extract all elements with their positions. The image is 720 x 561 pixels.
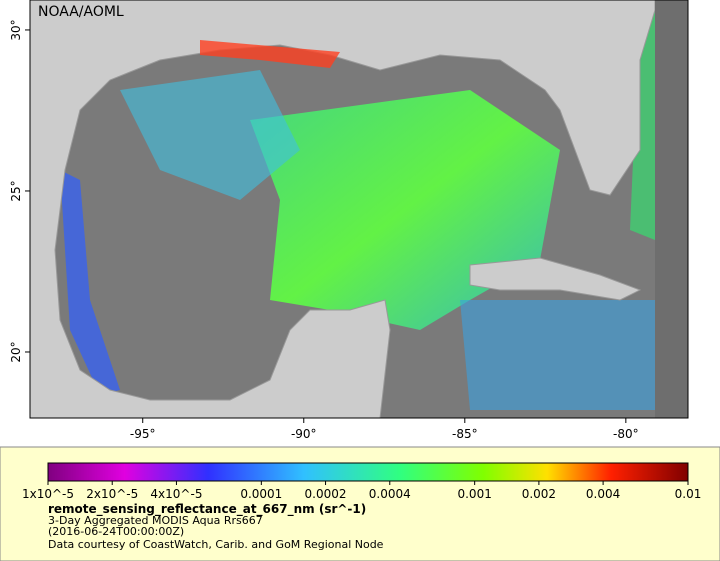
lat-label: 30° (9, 19, 23, 40)
colorbar-label: 0.002 (522, 487, 556, 501)
colorbar (47, 462, 689, 482)
map-frame (29, 0, 689, 419)
variable-name: remote_sensing_reflectance_at_667_nm (sr… (48, 502, 366, 517)
data-field (460, 300, 655, 410)
lon-label: -85° (452, 427, 478, 441)
colorbar-label: 0.0004 (369, 487, 411, 501)
map: NOAA/AOML (29, 0, 689, 419)
colorbar-label: 0.001 (457, 487, 491, 501)
coastal-high (200, 40, 340, 68)
data-field (60, 170, 120, 395)
data-field (630, 0, 655, 240)
axes: -95° -90° -85° -80° 30° 25° 20° (9, 19, 639, 441)
colorbar-ticks: 1x10^-5 2x10^-5 4x10^-5 0.0001 0.0002 0.0004 0… (22, 481, 701, 501)
lon-label: -90° (291, 427, 317, 441)
colorbar-label: 4x10^-5 (150, 487, 202, 501)
colorbar-label: 0.01 (675, 487, 702, 501)
legend-line: 3-Day Aggregated MODIS Aqua Rrs667 (48, 514, 263, 527)
no-data-strip (655, 0, 688, 418)
colorbar-label: 2x10^-5 (86, 487, 138, 501)
lon-label: -80° (613, 427, 639, 441)
lat-label: 20° (9, 341, 23, 362)
legend-line: Data courtesy of CoastWatch, Carib. and … (48, 538, 384, 551)
legend-line: (2016-06-24T00:00:00Z) (48, 525, 184, 538)
colorbar-label: 1x10^-5 (22, 487, 74, 501)
colorbar-label: 0.0002 (305, 487, 347, 501)
colorbar-label: 0.0001 (240, 487, 282, 501)
lat-label: 25° (9, 180, 23, 201)
credit: NOAA/AOML (38, 4, 124, 20)
data-field (120, 70, 300, 200)
colorbar-label: 0.004 (586, 487, 620, 501)
land (469, 257, 642, 301)
land (29, 0, 656, 419)
lon-label: -95° (130, 427, 156, 441)
